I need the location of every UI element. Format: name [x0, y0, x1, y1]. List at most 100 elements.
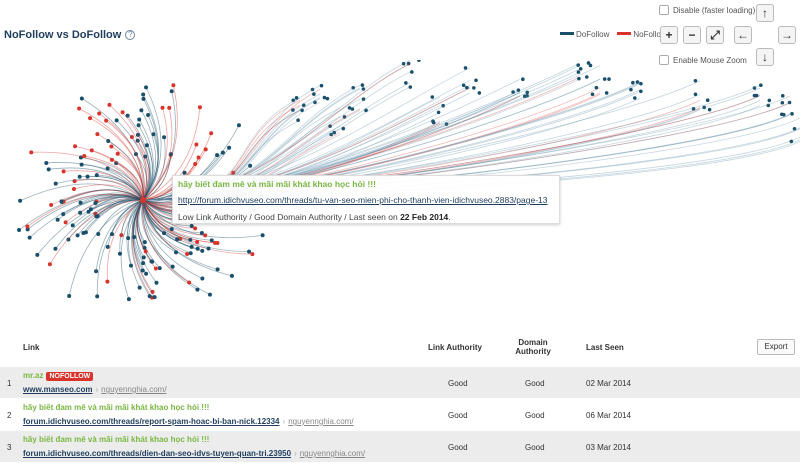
graph-edge — [65, 196, 144, 223]
header-last-seen[interactable]: Last Seen — [586, 343, 624, 352]
graph-edge — [142, 154, 172, 201]
export-button[interactable]: Export — [757, 339, 795, 355]
graph-node — [792, 126, 797, 131]
graph-node — [430, 95, 435, 99]
disable-checkbox[interactable] — [659, 5, 669, 15]
help-icon[interactable]: ? — [125, 30, 136, 40]
graph-node — [296, 118, 300, 123]
graph-edge — [135, 199, 157, 284]
graph-node — [577, 76, 581, 81]
header-link-authority[interactable]: Link Authority — [428, 343, 482, 352]
graph-node — [109, 144, 114, 149]
pan-up-button[interactable]: ↑ — [756, 4, 774, 22]
graph-node — [693, 92, 698, 97]
graph-edge — [95, 197, 144, 215]
graph-node — [133, 152, 138, 157]
graph-node — [128, 263, 133, 268]
graph-edge — [127, 115, 151, 201]
graph-edge — [109, 104, 147, 201]
header-domain-authority[interactable]: Domain Authority — [515, 338, 551, 356]
graph-node — [66, 237, 71, 242]
graph-node — [53, 246, 58, 251]
graph-node — [351, 86, 356, 90]
graph-edge — [128, 199, 144, 288]
graph-edge — [61, 189, 144, 202]
row-domain[interactable]: nguyennghia.com/ — [299, 449, 366, 458]
pan-right-button[interactable]: → — [778, 26, 796, 44]
graph-edge — [142, 199, 192, 227]
graph-node — [607, 77, 611, 81]
graph-node — [154, 280, 159, 285]
mouse-zoom-checkbox[interactable] — [659, 55, 669, 65]
graph-node — [44, 160, 49, 165]
graph-edge — [132, 199, 144, 238]
graph-edge — [133, 199, 144, 264]
graph-node — [209, 238, 214, 243]
pan-down-button[interactable]: ↓ — [756, 48, 774, 66]
graph-node — [236, 123, 241, 128]
graph-edge — [142, 199, 181, 240]
graph-edge — [142, 199, 218, 244]
fullscreen-button[interactable]: ⤢ — [706, 26, 724, 44]
graph-node — [129, 134, 134, 139]
graph-node — [168, 152, 173, 157]
row-url[interactable]: www.manseo.com — [23, 385, 93, 394]
graph-edge — [132, 199, 155, 298]
graph-node — [104, 118, 109, 123]
dofollow-swatch — [560, 32, 574, 35]
graph-node — [328, 124, 332, 128]
graph-node — [53, 181, 58, 186]
graph-node — [779, 112, 784, 117]
graph-edge — [142, 107, 168, 201]
graph-node — [759, 83, 763, 88]
graph-node — [143, 249, 148, 254]
graph-node — [199, 230, 204, 235]
graph-node — [141, 92, 146, 97]
disable-option[interactable]: Disable (faster loading) — [659, 5, 755, 15]
graph-edge — [81, 164, 144, 201]
graph-node — [511, 90, 515, 94]
graph-node — [576, 70, 581, 74]
graph-edge — [142, 156, 151, 201]
graph-edge — [142, 199, 165, 234]
legend-dofollow: DoFollow — [560, 30, 609, 39]
graph-node — [319, 83, 324, 88]
graph-node — [461, 83, 466, 88]
mouse-zoom-option[interactable]: Enable Mouse Zoom — [659, 55, 747, 65]
graph-node — [17, 227, 22, 232]
graph-node — [150, 289, 155, 294]
graph-node — [79, 162, 84, 167]
graph-node — [67, 293, 72, 298]
graph-node — [322, 95, 327, 100]
graph-node — [780, 100, 785, 105]
pan-left-button[interactable]: ← — [734, 26, 752, 44]
tooltip-url[interactable]: http://forum.idichvuseo.com/threads/tu-v… — [178, 195, 548, 205]
graph-edge — [142, 94, 160, 201]
graph-node — [207, 292, 212, 297]
graph-edge — [72, 198, 144, 226]
row-domain[interactable]: nguyennghia.com/ — [288, 417, 354, 426]
graph-node — [209, 131, 214, 136]
graph-edge — [111, 199, 144, 235]
zoom-in-button[interactable]: + — [660, 26, 678, 44]
graph-node — [215, 153, 220, 158]
graph-edge — [105, 120, 145, 201]
zoom-out-button[interactable]: − — [683, 26, 701, 44]
link-tooltip: hãy biết đam mê và mãi mãi khát khao học… — [172, 175, 560, 224]
graph-edge — [49, 199, 144, 265]
row-domain[interactable]: nguyennghia.com/ — [101, 385, 167, 394]
graph-node — [63, 220, 68, 225]
graph-node — [312, 92, 316, 96]
row-url[interactable]: forum.idichvuseo.com/threads/report-spam… — [23, 417, 280, 426]
graph-node — [140, 268, 145, 273]
header-link[interactable]: Link — [23, 343, 40, 352]
graph-node — [136, 123, 141, 128]
graph-node — [55, 217, 60, 222]
graph-node — [229, 273, 234, 278]
graph-edge — [142, 107, 173, 201]
row-url[interactable]: forum.idichvuseo.com/threads/dien-dan-se… — [23, 449, 292, 458]
graph-node — [95, 294, 100, 299]
graph-edge — [142, 199, 233, 277]
graph-node — [77, 174, 82, 179]
graph-node — [79, 96, 84, 101]
